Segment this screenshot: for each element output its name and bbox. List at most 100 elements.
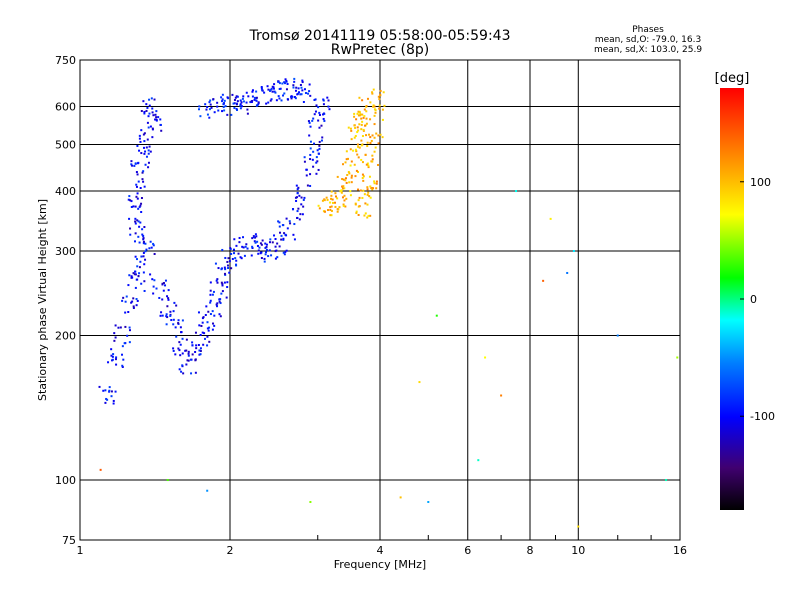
data-point bbox=[330, 214, 333, 217]
data-point bbox=[317, 119, 320, 122]
data-point bbox=[360, 158, 363, 161]
data-point bbox=[350, 176, 353, 179]
data-point bbox=[221, 98, 224, 101]
data-point bbox=[122, 296, 125, 299]
data-point bbox=[266, 85, 269, 88]
x-tick-label: 16 bbox=[673, 544, 687, 557]
data-point bbox=[363, 115, 366, 118]
data-point bbox=[357, 213, 360, 216]
data-point bbox=[155, 119, 158, 122]
data-point bbox=[121, 365, 124, 368]
chart-title: Tromsø 20141119 05:58:00-05:59:43 bbox=[249, 28, 511, 44]
data-point bbox=[140, 197, 143, 200]
data-point bbox=[274, 238, 277, 241]
data-point bbox=[147, 126, 150, 129]
data-point bbox=[179, 354, 182, 357]
data-point bbox=[309, 94, 312, 97]
data-point bbox=[308, 90, 311, 93]
data-point bbox=[104, 389, 107, 392]
data-point bbox=[300, 86, 303, 89]
colorbar-label: [deg] bbox=[715, 71, 750, 86]
data-point bbox=[343, 199, 346, 202]
data-point bbox=[251, 237, 254, 240]
data-point bbox=[147, 166, 150, 169]
data-point bbox=[371, 188, 374, 191]
data-point bbox=[286, 82, 289, 85]
data-point bbox=[284, 78, 287, 81]
data-point bbox=[270, 98, 273, 101]
data-point bbox=[369, 118, 372, 121]
data-point bbox=[302, 198, 305, 201]
data-point bbox=[186, 359, 189, 362]
data-point bbox=[295, 199, 298, 202]
data-point bbox=[356, 143, 359, 146]
data-point bbox=[128, 326, 131, 329]
data-point bbox=[381, 136, 384, 139]
data-point bbox=[255, 90, 258, 93]
data-point bbox=[316, 160, 319, 163]
data-point bbox=[236, 100, 239, 103]
data-point bbox=[115, 363, 118, 366]
data-point bbox=[314, 110, 317, 113]
data-point bbox=[315, 172, 318, 175]
data-point bbox=[309, 500, 312, 503]
data-point bbox=[251, 95, 254, 98]
data-point bbox=[149, 273, 152, 276]
data-point bbox=[142, 240, 145, 243]
data-point bbox=[125, 295, 128, 298]
data-point bbox=[195, 344, 198, 347]
data-point bbox=[228, 260, 231, 263]
data-point bbox=[173, 301, 176, 304]
data-point bbox=[177, 322, 180, 325]
data-point bbox=[231, 93, 234, 96]
data-point bbox=[355, 118, 358, 121]
data-point bbox=[132, 297, 135, 300]
data-point bbox=[284, 233, 287, 236]
data-point bbox=[102, 389, 105, 392]
data-point bbox=[375, 182, 378, 185]
data-point bbox=[142, 133, 145, 136]
data-point bbox=[138, 225, 141, 228]
y-tick-label: 100 bbox=[55, 474, 76, 487]
data-point bbox=[315, 104, 318, 107]
data-point bbox=[165, 323, 168, 326]
data-point bbox=[249, 101, 252, 104]
data-point bbox=[147, 152, 150, 155]
data-point bbox=[303, 156, 306, 159]
data-point bbox=[140, 202, 143, 205]
data-point bbox=[341, 185, 344, 188]
data-point bbox=[181, 337, 184, 340]
data-point bbox=[236, 109, 239, 112]
data-point bbox=[221, 283, 224, 286]
data-point bbox=[205, 108, 208, 111]
data-point bbox=[316, 149, 319, 152]
data-point bbox=[281, 224, 284, 227]
data-point bbox=[251, 246, 254, 249]
data-point bbox=[159, 118, 162, 121]
data-point bbox=[240, 257, 243, 260]
data-point bbox=[257, 249, 260, 252]
data-point bbox=[113, 339, 116, 342]
data-point bbox=[285, 88, 288, 91]
data-point bbox=[357, 156, 360, 159]
data-point bbox=[227, 257, 230, 260]
data-point bbox=[220, 96, 223, 99]
data-point bbox=[136, 278, 139, 281]
data-point bbox=[309, 173, 312, 176]
data-point bbox=[358, 196, 361, 199]
data-point bbox=[345, 197, 348, 200]
data-point bbox=[373, 150, 376, 153]
data-point bbox=[282, 237, 285, 240]
data-point bbox=[360, 117, 363, 120]
data-point bbox=[164, 284, 167, 287]
data-point bbox=[215, 279, 218, 282]
data-point bbox=[371, 158, 374, 161]
data-point bbox=[207, 329, 210, 332]
data-point bbox=[174, 353, 177, 356]
data-point bbox=[323, 119, 326, 122]
y-tick-label: 400 bbox=[55, 185, 76, 198]
data-point bbox=[357, 110, 360, 113]
data-point bbox=[258, 246, 261, 249]
data-point bbox=[152, 292, 155, 295]
data-point bbox=[361, 113, 364, 116]
